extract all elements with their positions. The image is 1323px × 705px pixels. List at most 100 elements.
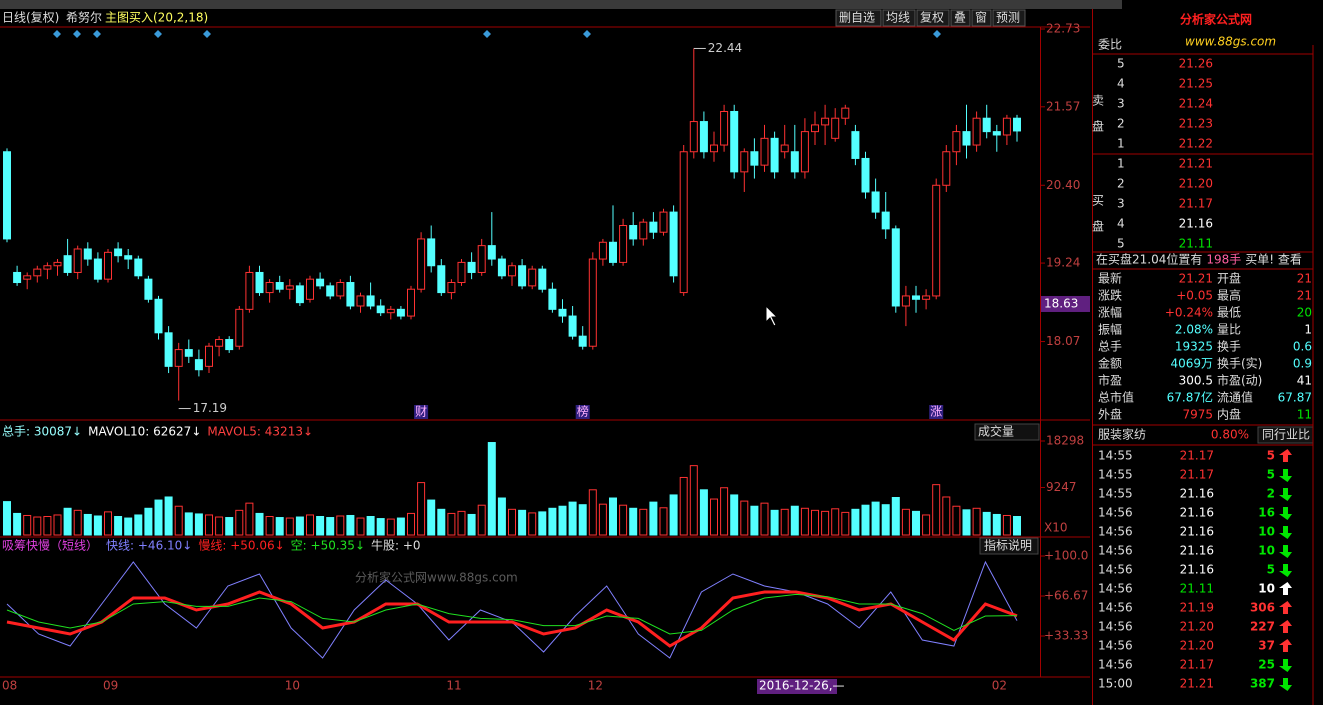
- volume-bar: [23, 514, 32, 536]
- volume-bar: [447, 512, 456, 536]
- trade-time: 15:00: [1098, 677, 1133, 691]
- stat-label: 涨跌: [1098, 288, 1122, 303]
- industry-name: 服装家纺: [1098, 427, 1146, 442]
- volume-bar: [63, 507, 72, 536]
- toolbar-button[interactable]: [835, 9, 882, 27]
- indicator-button-label[interactable]: 指标说明: [984, 538, 1032, 553]
- candle-body: [174, 349, 183, 367]
- candle-body: [598, 241, 607, 260]
- toolbar-button[interactable]: [916, 9, 950, 27]
- stat-value: 21: [1297, 272, 1312, 286]
- volume-bar: [487, 442, 496, 536]
- toolbar-button-label[interactable]: 删自选: [839, 11, 875, 25]
- volume-bar: [417, 482, 426, 536]
- y-tick-label: 21.57: [1046, 99, 1080, 113]
- mouse-cursor: [765, 304, 779, 327]
- candle-body: [942, 151, 951, 186]
- candle-body: [53, 261, 62, 267]
- stat-value: 21: [1297, 289, 1312, 303]
- candle-body: [932, 184, 941, 297]
- volume-bar: [366, 516, 375, 536]
- candle-body: [73, 248, 82, 273]
- candle-body: [134, 258, 143, 277]
- candle-body: [306, 278, 314, 300]
- stat-label: 市盈: [1098, 373, 1122, 388]
- volume-bar: [295, 516, 304, 536]
- volume-bar: [508, 508, 516, 536]
- trade-price: 21.20: [1180, 620, 1214, 634]
- candle-body: [962, 131, 971, 146]
- toolbar-button-label[interactable]: 窗: [975, 11, 987, 25]
- volume-bar: [215, 516, 224, 536]
- book-level: 3: [1117, 197, 1125, 211]
- volume-bar: [811, 509, 819, 536]
- volume-bar: [407, 512, 415, 536]
- industry-button-label[interactable]: 同行业比: [1262, 428, 1310, 442]
- trade-arrow: [1279, 545, 1292, 558]
- volume-bar: [659, 507, 668, 536]
- toolbar-button[interactable]: [950, 9, 971, 27]
- volume-button[interactable]: [974, 423, 1040, 441]
- book-price: 21.25: [1179, 77, 1213, 91]
- toolbar-button-label[interactable]: 复权: [920, 11, 944, 25]
- toolbar-button-label[interactable]: 均线: [886, 11, 910, 25]
- y-tick-label: 20.40: [1046, 178, 1080, 192]
- volume-button-label[interactable]: 成交量: [978, 424, 1014, 439]
- stat-value: 0.6: [1293, 340, 1312, 354]
- book-price: 21.17: [1179, 197, 1213, 211]
- stat-value: +0.05: [1176, 289, 1213, 303]
- candle-body: [800, 131, 809, 173]
- candle-body: [43, 265, 52, 270]
- panel-divider: [1092, 9, 1093, 705]
- trade-volume: 10: [1258, 582, 1275, 596]
- candle-body: [457, 261, 466, 284]
- toolbar-button-label[interactable]: 预测: [996, 11, 1020, 25]
- volume-bar: [1002, 514, 1011, 536]
- trade-volume: 2: [1267, 487, 1275, 501]
- stat-value: 1: [1304, 323, 1312, 337]
- signal-diamond: [483, 30, 491, 38]
- book-notice-link[interactable]: 买单! 查看: [1245, 253, 1302, 267]
- candle-body: [760, 137, 769, 166]
- trade-arrow: [1279, 449, 1292, 462]
- toolbar-button-label[interactable]: 叠: [954, 11, 966, 25]
- candle-body: [992, 131, 1001, 136]
- candle-body: [922, 295, 931, 300]
- volume-bar: [326, 517, 335, 536]
- candle-body: [124, 255, 133, 260]
- toolbar-button[interactable]: [971, 9, 992, 27]
- volume-bar: [740, 500, 749, 536]
- volume-bar: [518, 509, 527, 536]
- stat-label: 外盘: [1098, 407, 1122, 422]
- volume-bar: [467, 513, 476, 536]
- volume-bar: [396, 517, 405, 536]
- volume-bar: [831, 508, 840, 536]
- toolbar-button[interactable]: [882, 9, 916, 27]
- volume-bar: [255, 512, 264, 536]
- candle-body: [881, 211, 890, 230]
- candle-body: [467, 261, 476, 273]
- candle-body: [730, 111, 739, 173]
- candle-body: [93, 258, 102, 280]
- volume-bar: [922, 514, 931, 536]
- stock-name: 希努尔: [66, 10, 102, 25]
- volume-bar: [901, 508, 910, 536]
- volume-bar: [639, 508, 648, 536]
- indicator-legend: 慢线: +50.06↓: [198, 539, 284, 553]
- candle-body: [1002, 117, 1011, 136]
- trade-arrow: [1279, 507, 1292, 520]
- trade-time: 14:56: [1098, 582, 1133, 596]
- candle-body: [518, 265, 527, 287]
- signal-diamond: [73, 30, 81, 38]
- volume-bar: [265, 516, 274, 536]
- candle-body: [720, 111, 729, 146]
- event-badge: [414, 405, 429, 419]
- volume-bar: [205, 514, 213, 536]
- volume-bar: [164, 496, 173, 536]
- candle-body: [154, 298, 163, 334]
- toolbar-button[interactable]: [992, 9, 1026, 27]
- candle-body: [63, 255, 72, 273]
- indicator-button[interactable]: [979, 537, 1039, 555]
